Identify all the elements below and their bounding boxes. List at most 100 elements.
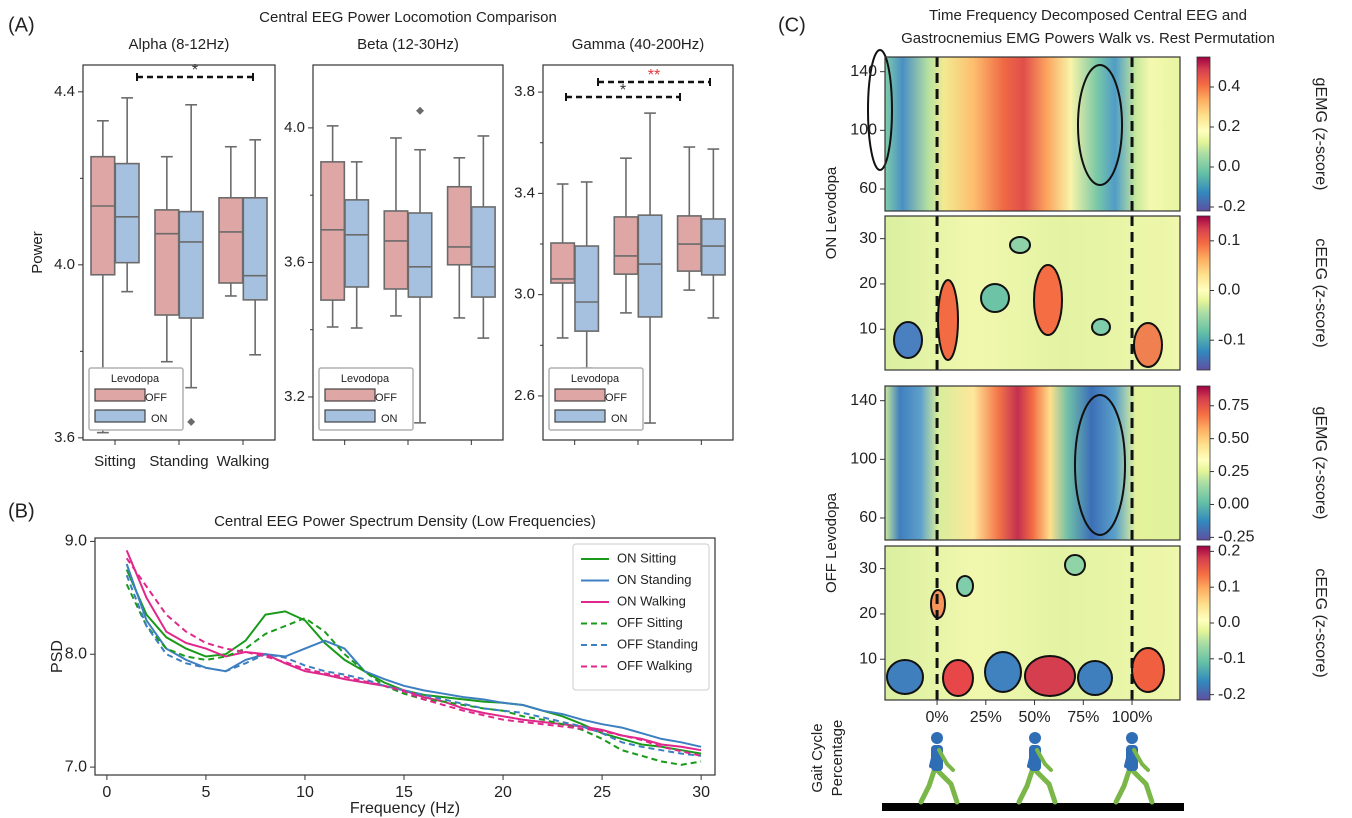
colorbar [1196,545,1211,701]
colorbar-tick-label: 0.50 [1218,430,1249,447]
y-tick-label: 8.0 [65,645,87,662]
chart-title: Alpha (8-12Hz) [129,36,230,53]
leg-back [1127,765,1155,805]
legend-label: ON Walking [617,593,686,608]
x-tick-label: 15 [395,784,413,801]
y-tick-label: 100 [850,451,877,468]
legend-swatch [324,388,376,402]
box [550,242,576,284]
x-tick-label: 100% [1112,709,1153,726]
colorbar-label: cEEG (z-score) [1312,238,1329,347]
box [470,206,496,298]
head [1029,732,1041,744]
leg-back [932,765,960,805]
arm [937,748,955,772]
leg-front [1113,765,1133,805]
x-tick-label: Standing [149,453,208,470]
x-tick-label: 20 [494,784,512,801]
contour-region [980,283,1010,313]
legend-label: ON [151,413,168,425]
legend-label: ON Sitting [617,550,676,565]
heatmap [885,386,1180,540]
legend-swatch [94,409,146,423]
x-tick-label: 0 [102,784,111,801]
y-tick-label: 3.0 [514,286,535,303]
contour-region [937,279,959,361]
ground [882,803,1184,811]
series-line [125,550,702,752]
y-tick-label: 3.4 [514,184,535,201]
y-tick-label: 60 [859,180,877,197]
legend-swatch [324,409,376,423]
legend-label: OFF Sitting [617,615,683,630]
arm [1027,748,1035,768]
colorbar [1196,385,1211,541]
x-tick-label: 50% [1019,709,1051,726]
box [574,245,600,332]
legend-label: ON Standing [617,572,691,587]
x-tick-label: 0% [925,709,948,726]
colorbar-tick-label: 0.0 [1218,282,1240,299]
box [154,209,180,316]
series-line [125,563,702,748]
x-tick-label: 25 [593,784,611,801]
box [320,161,346,301]
plot-frame [884,56,1181,212]
x-tick-label: 75% [1067,709,1099,726]
y-tick-label: 140 [850,392,877,409]
axis-label: Gait Cycle [809,723,826,792]
chart-title: Beta (12-30Hz) [357,36,459,53]
legend-label: OFF [605,392,627,404]
y-tick-label: 4.0 [54,256,75,273]
colorbar-tick-label: 0.25 [1218,463,1249,480]
colorbar-tick-label: 0.0 [1218,158,1240,175]
colorbar-tick-label: -0.2 [1218,686,1246,703]
y-tick-label: 10 [859,320,877,337]
outlier [187,417,196,426]
contour-region [1009,236,1031,254]
contour-region [1077,660,1113,696]
head [931,732,943,744]
colorbar-tick-label: 0.0 [1218,614,1240,631]
legend-label: OFF Standing [617,636,698,651]
colorbar [1196,56,1211,212]
y-tick-label: 9.0 [65,533,87,550]
y-tick-label: 3.2 [284,388,305,405]
legend-swatch [554,388,606,402]
box [407,212,433,298]
outlier [416,106,425,115]
y-tick-label: 20 [859,275,877,292]
colorbar-tick-label: 0.2 [1218,118,1240,135]
legend-swatch [554,409,606,423]
leg-front [918,765,938,805]
contour-region [1033,264,1063,336]
colorbar-tick-label: -0.1 [1218,650,1246,667]
y-tick-label: 4.0 [284,119,305,136]
contour-region [1064,554,1086,576]
contour-region [893,321,923,359]
y-tick-label: 4.4 [54,83,75,100]
contour-region [867,49,893,171]
series-line [125,557,702,757]
contour-region [1077,64,1123,186]
y-tick-label: 140 [850,63,877,80]
colorbar-tick-label: 0.1 [1218,578,1240,595]
x-tick-label: Walking [217,453,270,470]
legend-title: Levodopa [571,373,620,385]
legend-label: OFF [375,392,397,404]
box [637,214,663,318]
arm [1035,748,1053,772]
legend-label: ON [381,413,398,425]
x-tick-label: 25% [970,709,1002,726]
arm [1124,748,1132,768]
arm [929,748,937,768]
legend-label: OFF [145,392,167,404]
colorbar-tick-label: 0.00 [1218,496,1249,513]
significance-label: * [192,62,198,79]
box [90,155,116,276]
box [344,199,370,288]
significance-label: * [620,82,626,99]
heatmap [885,57,1180,211]
x-tick-label: 10 [296,784,314,801]
